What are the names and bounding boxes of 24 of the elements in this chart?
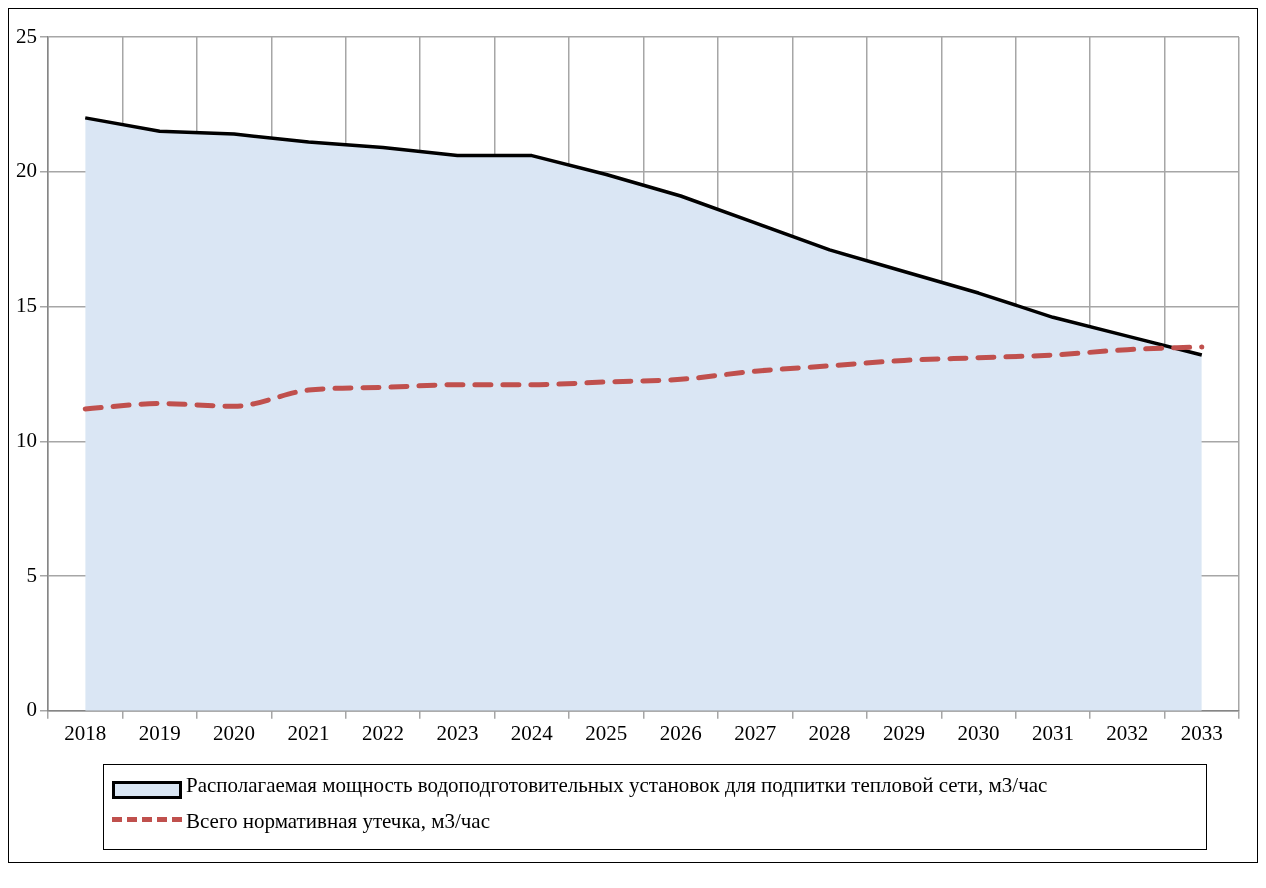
x-tick-label: 2029 [883,720,926,745]
x-tick-label: 2021 [287,720,330,745]
y-tick-label: 25 [16,23,37,48]
legend-label: Всего нормативная утечка, м3/час [186,808,490,835]
x-tick-label: 2024 [510,720,554,745]
x-tick-label: 2032 [1106,720,1149,745]
x-tick-label: 2025 [585,720,628,745]
x-tick-label: 2027 [734,720,777,745]
y-tick-label: 20 [16,158,37,183]
x-tick-label: 2022 [361,720,404,745]
x-tick-label: 2026 [659,720,702,745]
x-tick-label: 2018 [64,720,107,745]
x-tick-label: 2030 [957,720,1000,745]
legend-label: Располагаемая мощность водоподготовительных установок для подпитки тепловой сети, м3/час [186,772,1048,799]
x-tick-label: 2033 [1180,720,1223,745]
x-tick-label: 2023 [436,720,479,745]
x-tick-label: 2028 [808,720,851,745]
y-tick-label: 0 [26,697,37,722]
x-tick-label: 2019 [138,720,181,745]
x-tick-label: 2020 [213,720,256,745]
x-tick-label: 2031 [1031,720,1074,745]
y-tick-label: 15 [16,293,37,318]
y-tick-label: 5 [26,562,37,587]
y-tick-label: 10 [16,427,37,452]
